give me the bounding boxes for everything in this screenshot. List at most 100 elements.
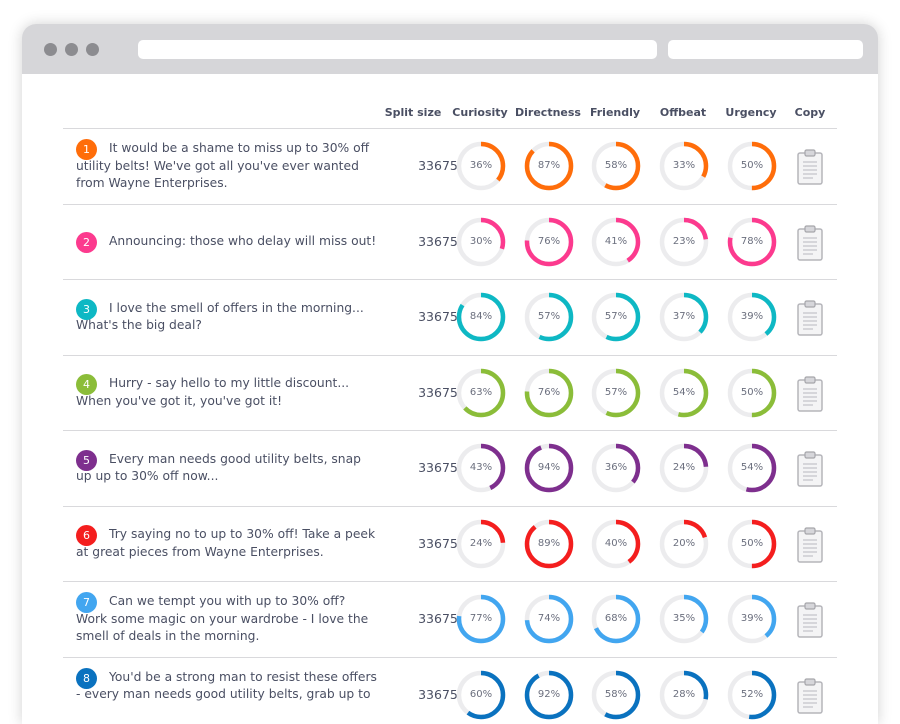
- offbeat-score-donut: 20%: [658, 518, 710, 570]
- offbeat-score-donut: 35%: [658, 593, 710, 645]
- curiosity-score-donut: 36%: [455, 140, 507, 192]
- message-text: I love the smell of offers in the mornin…: [76, 300, 380, 335]
- curiosity-score-donut: 43%: [455, 442, 507, 494]
- results-table: Split size Curiosity Directness Friendly…: [22, 74, 878, 724]
- friendly-score-donut: 58%: [590, 669, 642, 721]
- directness-score-donut: 87%: [523, 140, 575, 192]
- score-percent-label: 39%: [726, 593, 778, 645]
- directness-score-donut: 74%: [523, 593, 575, 645]
- score-percent-label: 54%: [658, 367, 710, 419]
- score-percent-label: 58%: [590, 669, 642, 721]
- score-percent-label: 43%: [455, 442, 507, 494]
- copy-clipboard-icon[interactable]: [796, 527, 824, 563]
- score-percent-label: 30%: [455, 216, 507, 268]
- curiosity-score-donut: 24%: [455, 518, 507, 570]
- score-percent-label: 58%: [590, 140, 642, 192]
- close-window-dot[interactable]: [44, 43, 57, 56]
- curiosity-score-donut: 77%: [455, 593, 507, 645]
- score-percent-label: 36%: [455, 140, 507, 192]
- score-percent-label: 87%: [523, 140, 575, 192]
- directness-score-donut: 94%: [523, 442, 575, 494]
- offbeat-score-donut: 33%: [658, 140, 710, 192]
- score-percent-label: 33%: [658, 140, 710, 192]
- score-percent-label: 28%: [658, 669, 710, 721]
- urgency-score-donut: 39%: [726, 593, 778, 645]
- copy-clipboard-icon[interactable]: [796, 602, 824, 638]
- directness-score-donut: 76%: [523, 367, 575, 419]
- score-percent-label: 39%: [726, 291, 778, 343]
- score-percent-label: 24%: [658, 442, 710, 494]
- copy-clipboard-icon[interactable]: [796, 149, 824, 185]
- score-percent-label: 74%: [523, 593, 575, 645]
- message-text: Can we tempt you with up to 30% off? Wor…: [76, 593, 380, 646]
- score-percent-label: 36%: [590, 442, 642, 494]
- score-percent-label: 94%: [523, 442, 575, 494]
- address-bar[interactable]: [138, 40, 657, 59]
- urgency-score-donut: 50%: [726, 140, 778, 192]
- score-percent-label: 63%: [455, 367, 507, 419]
- friendly-score-donut: 58%: [590, 140, 642, 192]
- minimize-window-dot[interactable]: [65, 43, 78, 56]
- friendly-score-donut: 57%: [590, 367, 642, 419]
- score-percent-label: 57%: [590, 291, 642, 343]
- curiosity-score-donut: 60%: [455, 669, 507, 721]
- copy-clipboard-icon[interactable]: [796, 451, 824, 487]
- directness-score-donut: 76%: [523, 216, 575, 268]
- browser-search-bar[interactable]: [668, 40, 863, 59]
- score-percent-label: 35%: [658, 593, 710, 645]
- score-percent-label: 60%: [455, 669, 507, 721]
- message-text: Try saying no to up to 30% off! Take a p…: [76, 526, 380, 561]
- score-percent-label: 50%: [726, 140, 778, 192]
- message-text: It would be a shame to miss up to 30% of…: [76, 140, 380, 193]
- message-text: Announcing: those who delay will miss ou…: [76, 233, 380, 251]
- score-percent-label: 40%: [590, 518, 642, 570]
- score-percent-label: 57%: [590, 367, 642, 419]
- copy-clipboard-icon[interactable]: [796, 376, 824, 412]
- header-curiosity: Curiosity: [452, 106, 507, 119]
- header-copy: Copy: [795, 106, 826, 119]
- offbeat-score-donut: 28%: [658, 669, 710, 721]
- score-percent-label: 37%: [658, 291, 710, 343]
- copy-clipboard-icon[interactable]: [796, 678, 824, 714]
- header-urgency: Urgency: [725, 106, 776, 119]
- browser-window: Split size Curiosity Directness Friendly…: [22, 24, 878, 724]
- score-percent-label: 54%: [726, 442, 778, 494]
- maximize-window-dot[interactable]: [86, 43, 99, 56]
- urgency-score-donut: 54%: [726, 442, 778, 494]
- score-percent-label: 84%: [455, 291, 507, 343]
- copy-clipboard-icon[interactable]: [796, 300, 824, 336]
- friendly-score-donut: 36%: [590, 442, 642, 494]
- header-split-size: Split size: [385, 106, 442, 119]
- friendly-score-donut: 68%: [590, 593, 642, 645]
- copy-clipboard-icon[interactable]: [796, 225, 824, 261]
- urgency-score-donut: 39%: [726, 291, 778, 343]
- urgency-score-donut: 50%: [726, 518, 778, 570]
- offbeat-score-donut: 23%: [658, 216, 710, 268]
- header-directness: Directness: [515, 106, 581, 119]
- score-percent-label: 50%: [726, 367, 778, 419]
- score-percent-label: 41%: [590, 216, 642, 268]
- score-percent-label: 89%: [523, 518, 575, 570]
- message-text: Hurry - say hello to my little discount.…: [76, 375, 380, 410]
- offbeat-score-donut: 37%: [658, 291, 710, 343]
- message-text: Every man needs good utility belts, snap…: [76, 451, 380, 486]
- score-percent-label: 23%: [658, 216, 710, 268]
- score-percent-label: 57%: [523, 291, 575, 343]
- curiosity-score-donut: 84%: [455, 291, 507, 343]
- message-text: You'd be a strong man to resist these of…: [76, 669, 380, 704]
- score-percent-label: 92%: [523, 669, 575, 721]
- header-friendly: Friendly: [590, 106, 640, 119]
- header-offbeat: Offbeat: [660, 106, 706, 119]
- friendly-score-donut: 40%: [590, 518, 642, 570]
- browser-titlebar: [22, 24, 878, 74]
- score-percent-label: 78%: [726, 216, 778, 268]
- score-percent-label: 77%: [455, 593, 507, 645]
